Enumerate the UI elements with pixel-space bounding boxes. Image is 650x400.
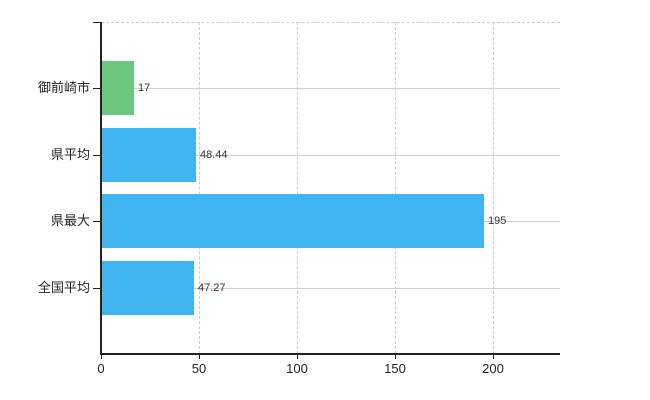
- x-tick-label: 100: [286, 361, 308, 376]
- category-label: 県最大: [50, 213, 90, 228]
- bar: [101, 261, 194, 315]
- bar: [101, 128, 196, 182]
- bar: [101, 61, 134, 115]
- category-label: 御前崎市: [37, 80, 90, 95]
- x-tick-label: 0: [97, 361, 105, 376]
- vertical-gridline: [297, 22, 298, 354]
- y-axis-tick: [93, 221, 101, 222]
- y-axis-tick: [93, 22, 101, 23]
- category-label: 全国平均: [37, 280, 90, 295]
- y-axis-tick: [93, 88, 101, 89]
- x-axis-tick: [101, 354, 102, 359]
- y-axis-tick: [93, 155, 101, 156]
- x-tick-label: 50: [191, 361, 207, 376]
- bar: [101, 194, 484, 248]
- category-label: 県平均: [50, 147, 90, 162]
- x-axis-tick: [297, 354, 298, 359]
- horizontal-gridline: [101, 288, 560, 289]
- vertical-gridline: [395, 22, 396, 354]
- vertical-gridline: [493, 22, 494, 354]
- bar-value-label: 195: [488, 215, 507, 227]
- bar-value-label: 47.27: [198, 282, 226, 294]
- x-tick-label: 200: [482, 361, 504, 376]
- x-tick-label: 150: [384, 361, 406, 376]
- y-axis-tick: [93, 288, 101, 289]
- bar-value-label: 48.44: [200, 149, 228, 161]
- y-axis-line: [100, 22, 102, 355]
- x-axis-tick: [395, 354, 396, 359]
- horizontal-gridline: [101, 155, 560, 156]
- x-axis-line: [100, 353, 560, 355]
- plot-top-border: [101, 22, 560, 23]
- vertical-gridline: [199, 22, 200, 354]
- bar-value-label: 17: [138, 82, 151, 94]
- x-axis-tick: [199, 354, 200, 359]
- x-axis-tick: [493, 354, 494, 359]
- horizontal-gridline: [101, 88, 560, 89]
